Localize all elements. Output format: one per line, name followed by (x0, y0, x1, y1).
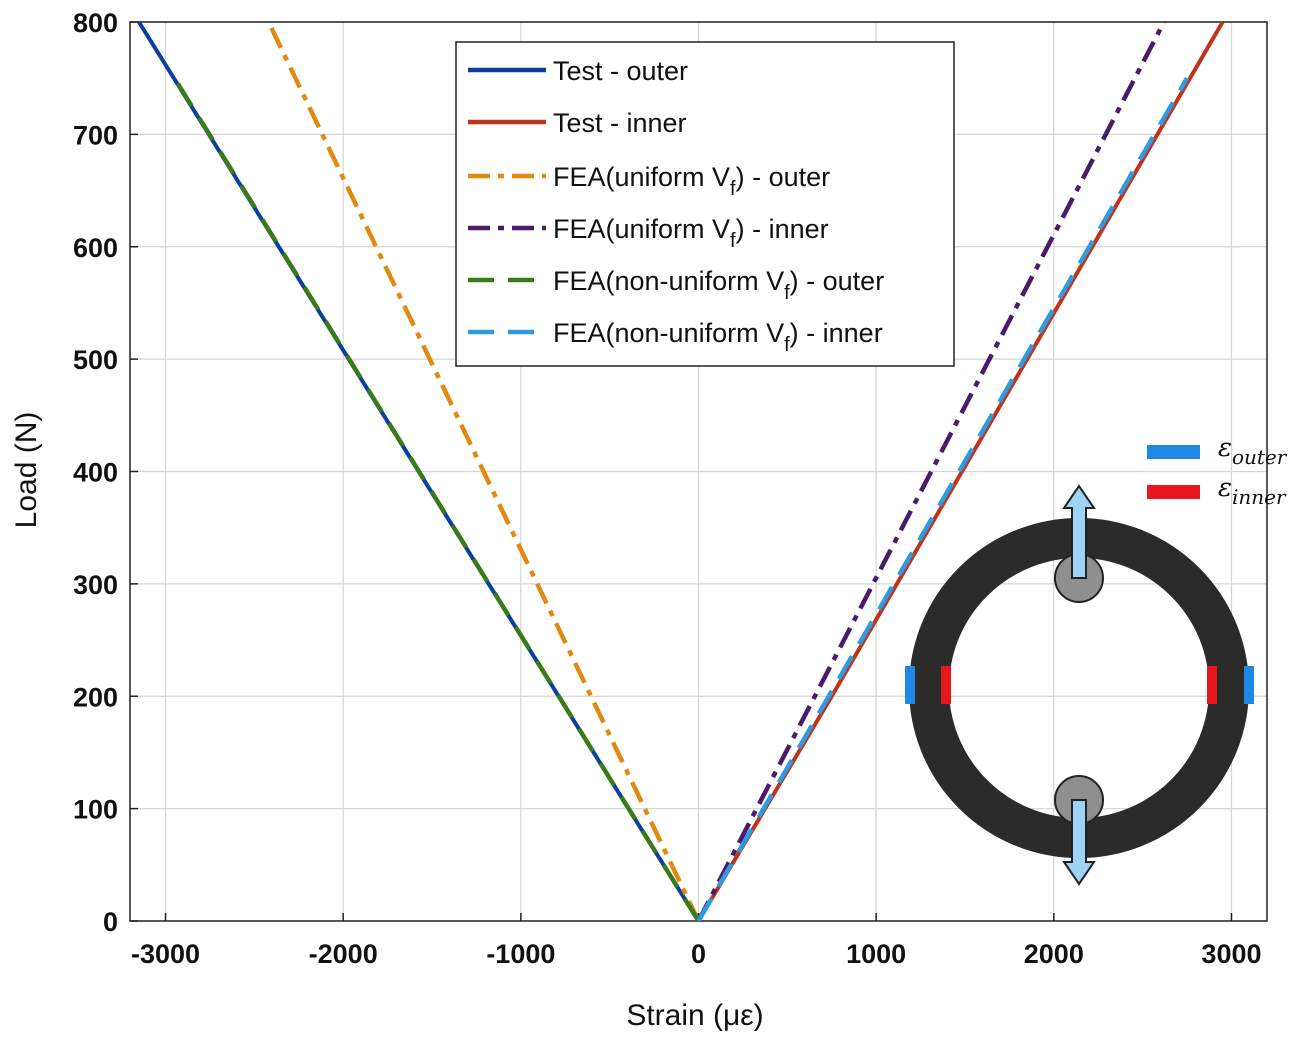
y-tick-label: 800 (73, 8, 118, 38)
legend-label-4: FEA(uniform Vf) - inner (553, 214, 829, 252)
series-line-3 (266, 22, 701, 921)
x-tick-label: 3000 (1201, 939, 1261, 969)
x-axis-label: Strain (με) (626, 999, 763, 1032)
x-tick-label: 0 (691, 939, 706, 969)
y-tick-label: 0 (103, 907, 118, 937)
down-arrow-icon (1062, 799, 1096, 886)
y-tick-label: 300 (73, 570, 118, 600)
series-line-5 (172, 76, 701, 921)
legend-label-5: FEA(non-uniform Vf) - outer (553, 266, 884, 304)
x-tick-label: 1000 (846, 939, 906, 969)
left-inner-gauge (941, 666, 951, 704)
x-tick-label: -3000 (131, 939, 200, 969)
y-tick-label: 500 (73, 345, 118, 375)
x-tick-label: -1000 (486, 939, 555, 969)
up-arrow-icon (1062, 484, 1096, 579)
y-axis-label: Load (N) (10, 412, 43, 529)
ring-inset: εouter εinner (905, 433, 1288, 886)
y-tick-label: 100 (73, 795, 118, 825)
y-tick-label: 200 (73, 682, 118, 712)
inset-legend-label: εinner (1218, 473, 1287, 509)
left-outer-gauge (905, 666, 915, 704)
right-outer-gauge (1244, 666, 1254, 704)
series-group (137, 22, 1225, 921)
series-line-4 (696, 22, 1166, 921)
y-tick-label: 400 (73, 458, 118, 488)
legend-label-2: Test - inner (553, 108, 687, 138)
legend-box (455, 41, 955, 367)
legend-label-3: FEA(uniform Vf) - outer (553, 162, 830, 200)
right-inner-gauge (1207, 666, 1217, 704)
y-tick-label: 600 (73, 233, 118, 263)
legend-label-1: Test - outer (553, 56, 688, 86)
legend-label-6: FEA(non-uniform Vf) - inner (553, 318, 883, 356)
y-tick-label: 700 (73, 120, 118, 150)
legend: Test - outer Test - inner FEA(uniform Vf) … (455, 41, 955, 367)
x-tick-label: -2000 (309, 939, 378, 969)
inset-legend-label: εouter (1218, 433, 1288, 469)
x-tick-label: 2000 (1024, 939, 1084, 969)
series-line-6 (696, 77, 1190, 921)
